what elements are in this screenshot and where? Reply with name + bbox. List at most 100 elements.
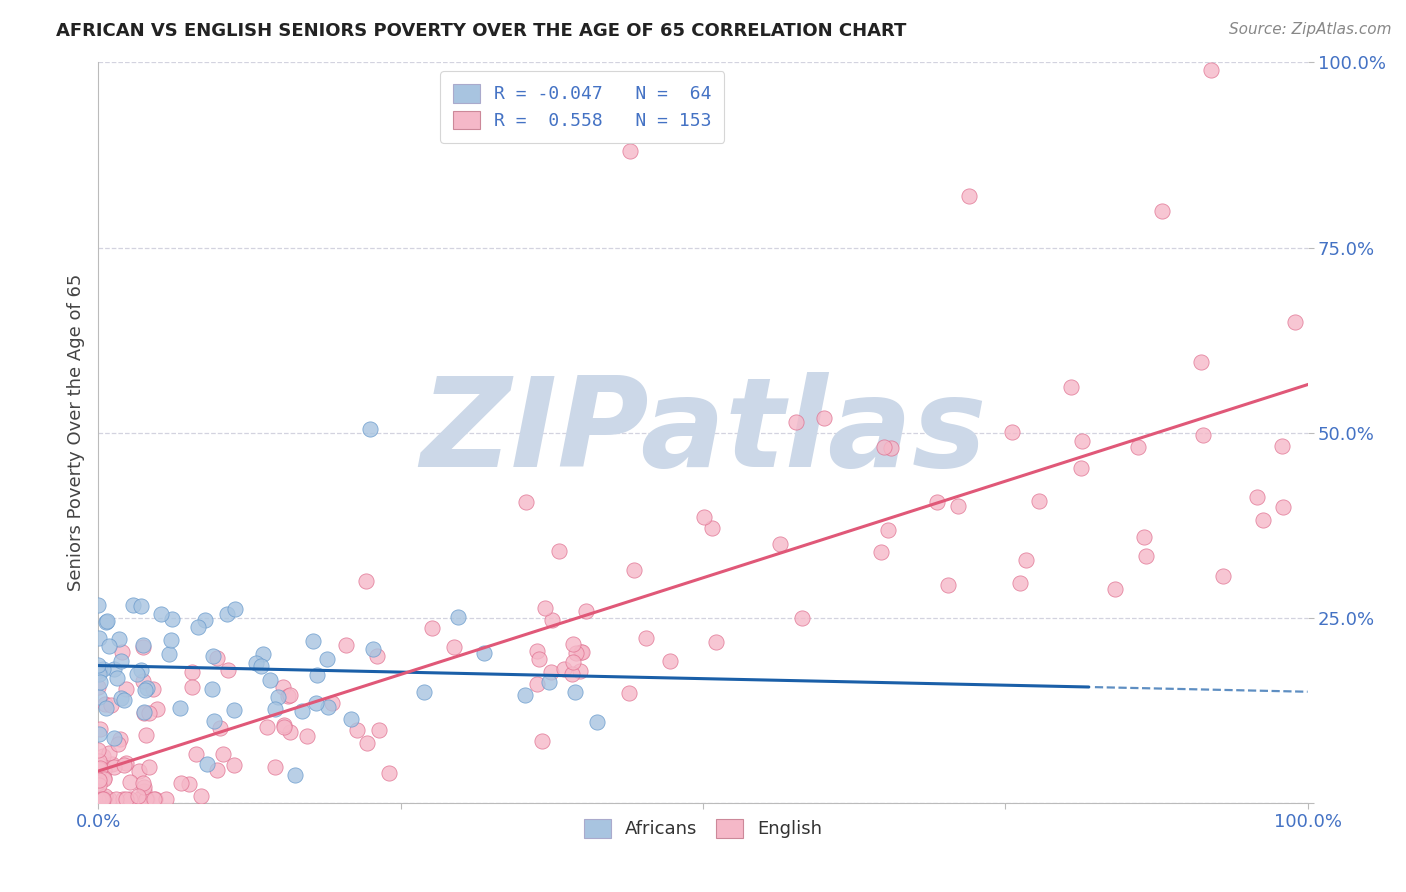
Point bbox=[565, 646, 588, 660]
Point bbox=[98, 792, 121, 806]
Point bbox=[208, 722, 231, 736]
Point bbox=[93, 792, 115, 806]
Point bbox=[278, 688, 301, 702]
Point bbox=[526, 677, 548, 691]
Point bbox=[132, 705, 155, 719]
Point bbox=[87, 773, 110, 788]
Point bbox=[1152, 203, 1174, 218]
Point bbox=[187, 620, 209, 634]
Point bbox=[93, 763, 115, 777]
Point bbox=[90, 792, 112, 806]
Text: Source: ZipAtlas.com: Source: ZipAtlas.com bbox=[1229, 22, 1392, 37]
Point bbox=[1001, 425, 1024, 439]
Point bbox=[1284, 314, 1306, 328]
Point bbox=[114, 756, 136, 771]
Point bbox=[87, 666, 110, 681]
Point bbox=[128, 764, 150, 778]
Point bbox=[104, 792, 127, 806]
Point bbox=[96, 700, 118, 714]
Point bbox=[316, 651, 339, 665]
Point bbox=[100, 698, 122, 712]
Point bbox=[472, 646, 495, 660]
Point bbox=[132, 674, 155, 689]
Point bbox=[252, 647, 274, 661]
Point bbox=[132, 638, 155, 652]
Point bbox=[150, 607, 173, 621]
Point bbox=[87, 680, 110, 694]
Point bbox=[321, 696, 343, 710]
Point bbox=[1271, 439, 1294, 453]
Point bbox=[1028, 493, 1050, 508]
Point bbox=[91, 792, 114, 806]
Point bbox=[98, 639, 121, 653]
Point bbox=[617, 686, 640, 700]
Point bbox=[249, 659, 271, 673]
Point bbox=[138, 760, 160, 774]
Point bbox=[530, 734, 553, 748]
Point bbox=[160, 632, 183, 647]
Point bbox=[202, 714, 225, 729]
Point bbox=[948, 500, 970, 514]
Point bbox=[132, 784, 155, 798]
Point bbox=[205, 650, 228, 665]
Point bbox=[111, 792, 134, 806]
Point bbox=[135, 792, 157, 806]
Point bbox=[89, 792, 111, 806]
Point bbox=[1071, 434, 1094, 448]
Point bbox=[201, 648, 224, 663]
Point bbox=[103, 662, 125, 676]
Point bbox=[271, 680, 294, 694]
Point bbox=[256, 720, 278, 734]
Point bbox=[170, 775, 193, 789]
Point bbox=[103, 731, 125, 745]
Point bbox=[880, 442, 903, 456]
Point bbox=[361, 642, 384, 657]
Point bbox=[87, 792, 110, 806]
Point bbox=[107, 737, 129, 751]
Point bbox=[181, 665, 204, 680]
Point bbox=[548, 543, 571, 558]
Point bbox=[534, 601, 557, 615]
Point bbox=[87, 792, 110, 806]
Point bbox=[378, 765, 401, 780]
Point bbox=[114, 757, 136, 772]
Point bbox=[155, 792, 177, 806]
Point bbox=[89, 788, 111, 802]
Point bbox=[125, 666, 148, 681]
Point bbox=[97, 746, 120, 760]
Point bbox=[561, 667, 583, 681]
Point bbox=[1070, 461, 1092, 475]
Point bbox=[259, 673, 281, 687]
Point bbox=[619, 145, 641, 159]
Point bbox=[120, 775, 142, 789]
Point bbox=[135, 728, 157, 742]
Point bbox=[356, 736, 378, 750]
Point bbox=[87, 792, 110, 806]
Point bbox=[659, 654, 682, 668]
Point bbox=[127, 789, 149, 804]
Point bbox=[877, 523, 900, 537]
Point bbox=[115, 681, 138, 696]
Point bbox=[93, 772, 115, 786]
Point bbox=[200, 681, 222, 696]
Point bbox=[360, 422, 382, 436]
Point bbox=[564, 685, 586, 699]
Point bbox=[264, 760, 287, 774]
Point bbox=[305, 696, 328, 710]
Point bbox=[527, 652, 550, 666]
Point bbox=[273, 718, 295, 732]
Point bbox=[146, 702, 169, 716]
Point bbox=[295, 730, 318, 744]
Point bbox=[132, 640, 155, 655]
Point bbox=[526, 644, 548, 658]
Point bbox=[1212, 569, 1234, 583]
Point bbox=[110, 645, 132, 659]
Point bbox=[91, 662, 114, 676]
Point bbox=[224, 758, 246, 772]
Point bbox=[87, 754, 110, 768]
Point bbox=[110, 691, 132, 706]
Point bbox=[870, 545, 893, 559]
Y-axis label: Seniors Poverty Over the Age of 65: Seniors Poverty Over the Age of 65 bbox=[66, 274, 84, 591]
Point bbox=[515, 495, 537, 509]
Point bbox=[702, 521, 724, 535]
